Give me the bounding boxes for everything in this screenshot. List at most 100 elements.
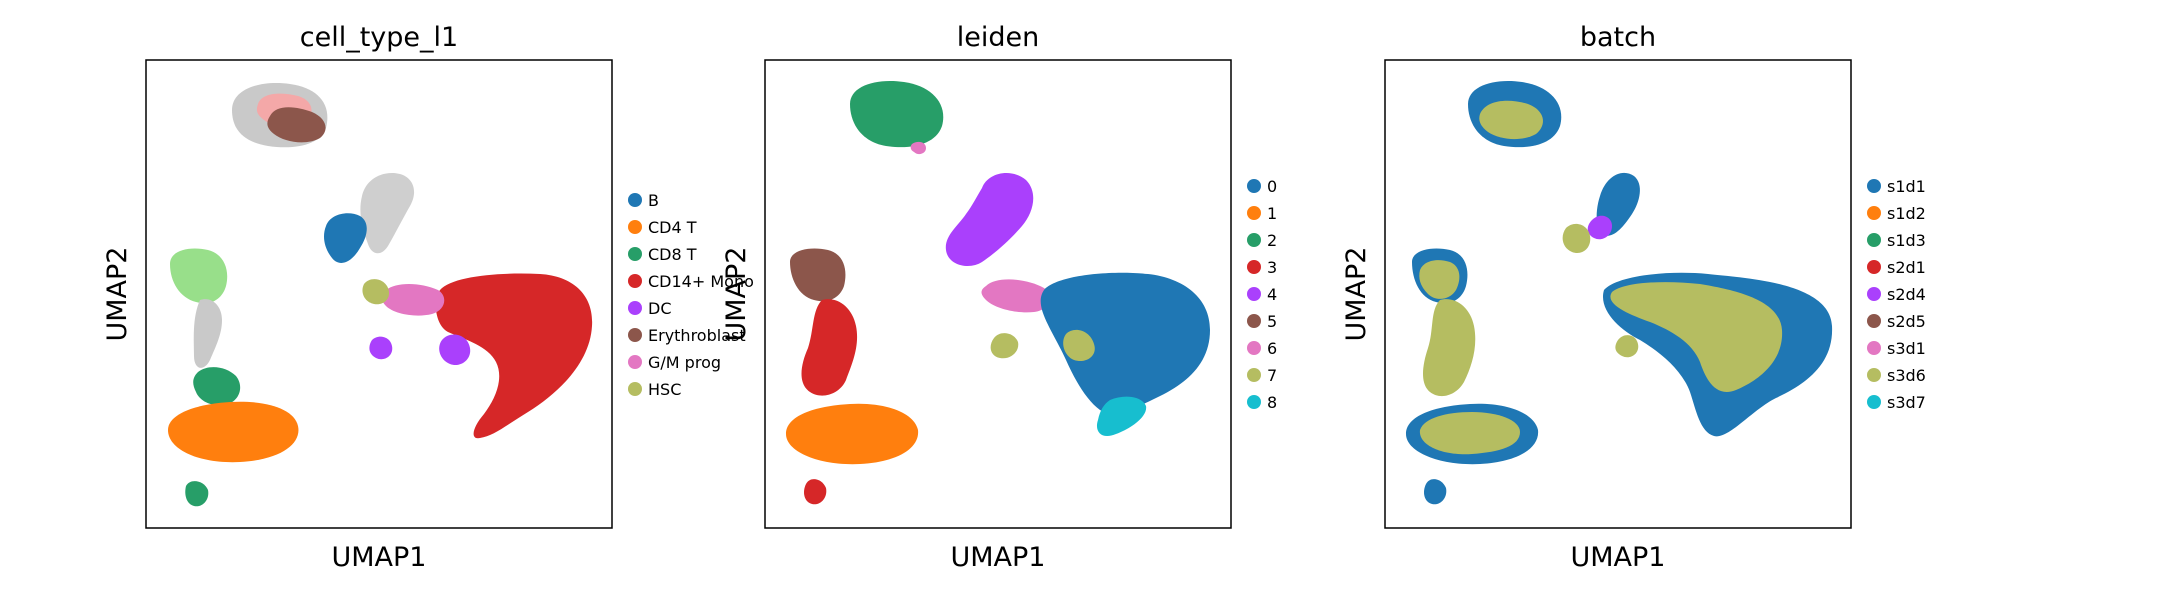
legend-label: s3d6: [1887, 366, 1926, 385]
cluster-blob: [381, 284, 445, 316]
legend-label: G/M prog: [648, 353, 721, 372]
cluster-blob: [362, 279, 390, 305]
panel-title: cell_type_l1: [300, 22, 458, 53]
legend-marker: [628, 328, 642, 342]
scatter-clusters: [786, 80, 1210, 505]
legend-label: s2d4: [1887, 285, 1926, 304]
legend-marker: [1867, 233, 1881, 247]
legend-marker: [1867, 260, 1881, 274]
legend-marker: [628, 193, 642, 207]
scatter-clusters: [168, 83, 593, 507]
cluster-blob: [1423, 299, 1476, 397]
legend-item: 2: [1247, 231, 1277, 250]
legend-marker: [628, 382, 642, 396]
legend-label: 2: [1267, 231, 1277, 250]
legend-item: s2d1: [1867, 258, 1926, 277]
legend-label: s3d1: [1887, 339, 1926, 358]
legend-marker: [1247, 206, 1261, 220]
legend-label: s1d2: [1887, 204, 1926, 223]
panel-title: leiden: [957, 22, 1039, 53]
legend-label: s1d3: [1887, 231, 1926, 250]
legend-label: s3d7: [1887, 393, 1926, 412]
legend-marker: [1867, 341, 1881, 355]
y-axis-label: UMAP2: [102, 247, 133, 342]
cluster-blob: [804, 479, 827, 505]
cluster-blob: [990, 333, 1019, 359]
legend-marker: [628, 274, 642, 288]
legend-label: s1d1: [1887, 177, 1926, 196]
cluster-blob: [981, 279, 1050, 313]
legend-item: s3d7: [1867, 393, 1926, 412]
legend-item: 0: [1247, 177, 1277, 196]
legend-label: 1: [1267, 204, 1277, 223]
legend-label: B: [648, 191, 659, 210]
legend-item: 1: [1247, 204, 1277, 223]
cluster-blob: [1615, 335, 1639, 358]
cluster-blob: [1424, 479, 1447, 505]
legend-marker: [628, 247, 642, 261]
legend-marker: [1867, 287, 1881, 301]
axes-frame: [764, 59, 1232, 529]
legend-label: 5: [1267, 312, 1277, 331]
legend-marker: [1247, 233, 1261, 247]
cluster-blob: [193, 299, 222, 368]
x-axis-label: UMAP1: [951, 542, 1046, 573]
legend-item: 8: [1247, 393, 1277, 412]
legend: s1d1 s1d2 s1d3 s2d1 s2d4 s2d5 s3d1 s3d6 s3d7: [1867, 177, 1926, 412]
cluster-blob: [1040, 272, 1210, 414]
legend-marker: [628, 301, 642, 315]
legend-item: s1d3: [1867, 231, 1926, 250]
cluster-blob: [1419, 260, 1460, 299]
legend-item: CD8 T: [628, 245, 697, 264]
legend-marker: [628, 220, 642, 234]
scatter-clusters: [1406, 80, 1833, 505]
legend: B CD4 T CD8 T CD14+ Mono DC Erythroblast G/M p…: [628, 191, 754, 399]
legend-label: DC: [648, 299, 672, 318]
cluster-blob: [168, 401, 299, 463]
cluster-blob: [1063, 329, 1095, 362]
x-axis-label: UMAP1: [332, 542, 427, 573]
legend-item: G/M prog: [628, 353, 721, 372]
legend-item: Erythroblast: [628, 326, 746, 345]
legend-label: CD4 T: [648, 218, 697, 237]
cluster-blob: [170, 248, 228, 304]
cluster-blob: [185, 481, 209, 507]
legend-label: 3: [1267, 258, 1277, 277]
legend-item: 5: [1247, 312, 1277, 331]
legend-label: s2d5: [1887, 312, 1926, 331]
cluster-blob: [801, 299, 858, 396]
cluster-blob: [945, 173, 1034, 266]
axes-frame: [145, 59, 613, 529]
legend-label: 8: [1267, 393, 1277, 412]
legend-marker: [1247, 314, 1261, 328]
legend-item: s1d1: [1867, 177, 1926, 196]
legend-label: 4: [1267, 285, 1277, 304]
cluster-blob: [1610, 282, 1783, 392]
legend-item: s3d1: [1867, 339, 1926, 358]
legend-marker: [1247, 368, 1261, 382]
legend-marker: [1867, 368, 1881, 382]
panel-leiden: leiden UMAP1 UMAP2 0 1 2 3 4 5 6 7 8: [721, 22, 1277, 573]
legend-item: B: [628, 191, 659, 210]
cluster-blob: [850, 80, 944, 148]
legend-marker: [1867, 314, 1881, 328]
cluster-blob: [1096, 396, 1147, 437]
cluster-blob: [193, 367, 241, 406]
legend-marker: [1247, 287, 1261, 301]
cluster-blob: [786, 403, 919, 465]
legend-item: CD14+ Mono: [628, 272, 754, 291]
cluster-blob: [1562, 223, 1591, 254]
cluster-blob: [790, 248, 846, 302]
cluster-blob: [435, 273, 593, 439]
cluster-blob: [369, 336, 393, 360]
legend-marker: [1247, 395, 1261, 409]
legend-label: s2d1: [1887, 258, 1926, 277]
legend-item: 6: [1247, 339, 1277, 358]
legend-label: 6: [1267, 339, 1277, 358]
legend-label: 7: [1267, 366, 1277, 385]
legend-item: 4: [1247, 285, 1277, 304]
panel-batch: batch UMAP1 UMAP2 s1d1 s1d2 s1d3 s2d1 s2d4 s2…: [1341, 22, 1926, 573]
cluster-blob: [360, 172, 415, 254]
